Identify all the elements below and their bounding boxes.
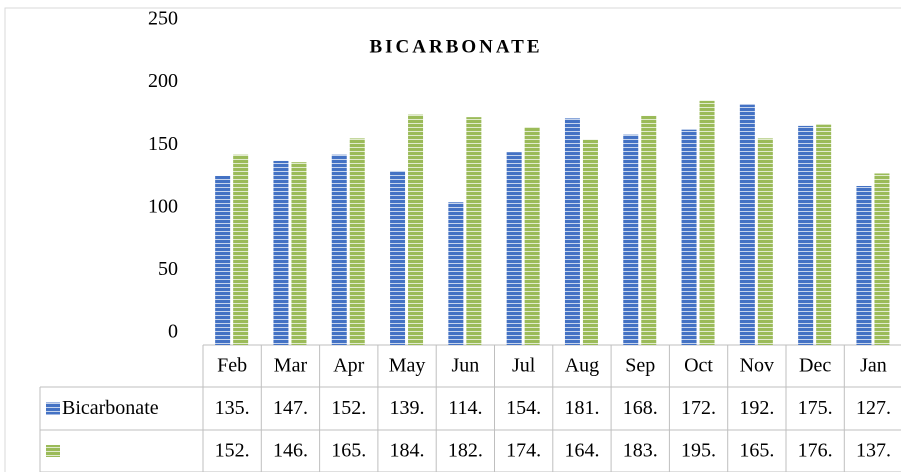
- table-value: 165.: [739, 440, 774, 462]
- y-tick-label: 100: [148, 195, 178, 217]
- table-value: 152.: [215, 440, 250, 462]
- table-value: 152.: [331, 397, 366, 419]
- table-value: 195.: [681, 440, 716, 462]
- bar: [641, 115, 657, 345]
- bar: [739, 104, 755, 345]
- x-tick-label: Dec: [799, 355, 831, 377]
- bar: [331, 154, 347, 345]
- y-tick-label: 50: [158, 258, 178, 280]
- table-value: 127.: [856, 397, 891, 419]
- table-value: 183.: [623, 440, 658, 462]
- table-value: 174.: [506, 440, 541, 462]
- table-value: 114.: [448, 397, 482, 419]
- bar: [798, 125, 814, 346]
- y-tick-label: 250: [148, 8, 178, 30]
- bar: [874, 173, 890, 345]
- chart-title: BICARBONATE: [369, 36, 542, 57]
- bar: [390, 170, 406, 345]
- table-value: 168.: [623, 397, 658, 419]
- bar: [466, 117, 482, 345]
- table-value: 184.: [390, 440, 425, 462]
- bar: [233, 154, 249, 345]
- table-value: 172.: [681, 397, 716, 419]
- bar: [681, 129, 697, 345]
- x-tick-label: Oct: [684, 355, 713, 377]
- table-value: 175.: [798, 397, 833, 419]
- table-value: 182.: [448, 440, 483, 462]
- x-tick-label: Jan: [860, 355, 887, 377]
- table-value: 147.: [273, 397, 308, 419]
- bar: [215, 175, 231, 345]
- bar: [273, 160, 289, 345]
- chart-border: [4, 7, 901, 472]
- bar: [856, 185, 872, 345]
- legend-key: [46, 445, 60, 457]
- bar: [448, 202, 464, 345]
- bar: [349, 138, 365, 345]
- legend-key: [46, 402, 60, 415]
- bar: [506, 152, 522, 345]
- table-value: 139.: [390, 397, 425, 419]
- bar: [408, 114, 424, 345]
- table-value: 176.: [798, 440, 833, 462]
- table-value: 181.: [564, 397, 599, 419]
- bar: [291, 162, 307, 345]
- bar: [816, 124, 832, 345]
- y-tick-label: 150: [148, 133, 178, 155]
- legend-label: Bicarbonate: [62, 397, 159, 419]
- bar: [582, 139, 598, 345]
- table-value: 146.: [273, 440, 308, 462]
- bar: [623, 134, 639, 345]
- x-tick-label: Nov: [740, 355, 774, 377]
- table-value: 164.: [564, 440, 599, 462]
- x-tick-label: Sep: [625, 355, 655, 377]
- table-value: 154.: [506, 397, 541, 419]
- bar: [524, 127, 540, 345]
- x-tick-label: Aug: [565, 355, 599, 377]
- y-tick-label: 200: [148, 70, 178, 92]
- x-tick-label: May: [389, 355, 426, 377]
- table-value: 192.: [739, 397, 774, 419]
- bar: [757, 138, 773, 345]
- bar: [699, 100, 715, 345]
- bar: [564, 118, 580, 345]
- x-tick-label: Feb: [217, 355, 247, 377]
- table-value: 165.: [331, 440, 366, 462]
- table-value: 135.: [215, 397, 250, 419]
- x-tick-label: Jul: [512, 355, 536, 377]
- x-tick-label: Jun: [451, 355, 479, 377]
- y-tick-label: 0: [168, 321, 178, 343]
- x-tick-label: Apr: [333, 355, 364, 377]
- table-value: 137.: [856, 440, 891, 462]
- x-tick-label: Mar: [274, 355, 308, 377]
